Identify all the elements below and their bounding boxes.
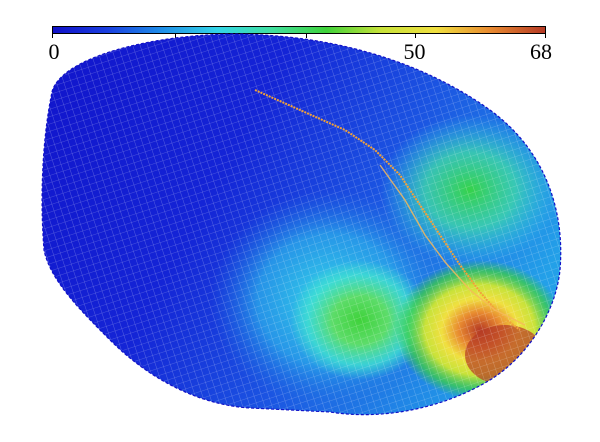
colorbar-tick [414, 33, 416, 38]
colorbar [52, 26, 546, 34]
crack-line [254, 89, 521, 331]
colorbar-tick-label: 0 [48, 39, 60, 64]
colorbar-tick [175, 33, 177, 38]
colorbar-tick [52, 33, 53, 38]
colorbar-tick [305, 33, 307, 38]
colorbar-tick-label: 68 [530, 39, 552, 64]
colorbar-tick [545, 33, 546, 38]
crack-line-secondary [379, 164, 526, 326]
colorbar-tick-label: 50 [403, 39, 426, 64]
